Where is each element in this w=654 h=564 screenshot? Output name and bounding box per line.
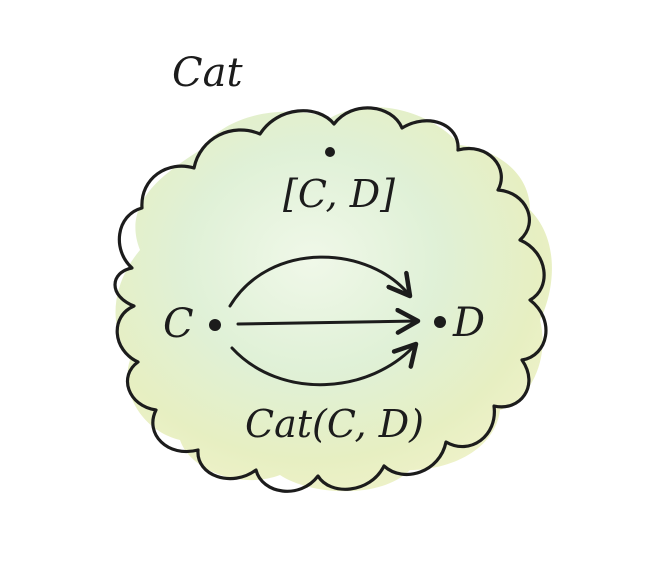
watercolor-wash bbox=[115, 106, 552, 492]
target-category-label: D bbox=[452, 300, 485, 346]
category-label: Cat bbox=[172, 50, 243, 96]
source-category-label: C bbox=[163, 301, 194, 347]
target-category-dot bbox=[434, 316, 446, 328]
hom-set-label: Cat(C, D) bbox=[245, 402, 424, 446]
source-category-dot bbox=[209, 319, 221, 331]
functor-category-label: [C, D] bbox=[283, 172, 395, 216]
functor-arrow-upper bbox=[228, 255, 413, 308]
cat-cloud-outline bbox=[113, 106, 548, 493]
functor-arrow-lower bbox=[230, 341, 419, 387]
functor-arrow-middle bbox=[236, 307, 421, 335]
functor-category-dot bbox=[325, 147, 335, 157]
